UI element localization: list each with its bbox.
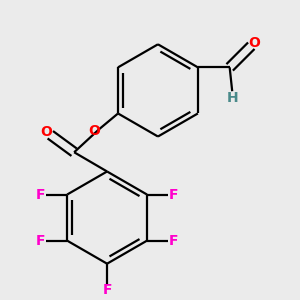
- Text: F: F: [36, 234, 46, 248]
- Text: O: O: [88, 124, 101, 138]
- Text: F: F: [169, 188, 178, 202]
- Text: F: F: [102, 283, 112, 297]
- Text: O: O: [40, 125, 52, 139]
- Text: F: F: [169, 234, 178, 248]
- Text: O: O: [248, 36, 260, 50]
- Text: H: H: [226, 91, 238, 105]
- Text: F: F: [36, 188, 46, 202]
